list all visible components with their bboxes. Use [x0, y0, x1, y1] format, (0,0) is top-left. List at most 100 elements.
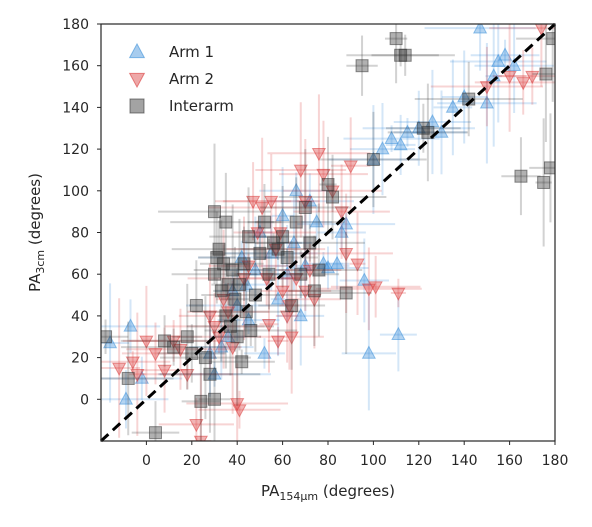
data-point: [262, 267, 276, 281]
data-point: [289, 182, 304, 197]
data-point: [400, 124, 415, 138]
data-point: [316, 168, 331, 183]
data-point: [539, 67, 553, 81]
data-point: [280, 251, 294, 265]
data-point: [350, 258, 365, 272]
data-point: [357, 272, 372, 286]
data-point: [275, 207, 290, 222]
data-point: [537, 175, 551, 189]
data-point: [219, 309, 233, 323]
data-point: [219, 215, 233, 229]
data-point: [268, 243, 283, 258]
data-point: [270, 335, 286, 349]
data-point: [208, 392, 221, 406]
x-tick-label: 180: [542, 453, 569, 469]
y-tick-label: 180: [62, 17, 89, 33]
data-point: [497, 47, 513, 61]
data-point: [389, 32, 403, 46]
data-point: [123, 318, 138, 332]
data-point: [339, 286, 353, 300]
data-point: [237, 257, 251, 271]
data-point: [286, 234, 302, 249]
data-point: [112, 362, 127, 376]
data-point: [294, 267, 308, 281]
y-tick-label: 140: [62, 100, 89, 116]
x-tick-label: 40: [228, 453, 246, 469]
data-point: [368, 281, 383, 295]
data-point: [326, 190, 340, 204]
data-point: [139, 335, 154, 349]
y-tick-label: 80: [71, 226, 89, 242]
data-point: [282, 300, 297, 314]
x-axis-label: PA154μm (degrees): [261, 482, 395, 503]
data-point: [189, 298, 203, 312]
y-tick-label: 160: [62, 59, 89, 75]
data-point: [516, 77, 531, 91]
y-tick-label: 40: [71, 309, 89, 325]
data-point: [445, 99, 460, 113]
data-point: [546, 32, 555, 46]
y-tick-label: 120: [62, 142, 89, 158]
data-point: [255, 202, 270, 216]
x-tick-label: 60: [274, 453, 292, 469]
data-point: [514, 169, 528, 183]
data-point: [275, 285, 290, 299]
data-point: [334, 224, 349, 238]
data-point: [264, 195, 279, 210]
series-arm-1: [101, 24, 554, 429]
data-point: [329, 255, 345, 270]
data-point: [202, 345, 218, 359]
data-point: [167, 340, 181, 354]
x-tick-label: 80: [319, 453, 337, 469]
data-point: [125, 356, 140, 370]
data-point: [234, 249, 249, 263]
series-arm-2: [101, 24, 555, 441]
data-point: [525, 70, 540, 85]
y-tick-label: 60: [71, 267, 89, 283]
data-point: [257, 345, 272, 359]
data-point: [391, 326, 406, 340]
data-point: [208, 205, 221, 219]
data-point: [208, 267, 221, 281]
legend-item-arm-2: Arm 2: [128, 70, 214, 89]
data-point: [298, 195, 313, 210]
data-point: [198, 351, 212, 365]
data-point: [289, 215, 303, 229]
data-point: [393, 136, 408, 151]
reference-line-layer: [99, 22, 557, 443]
x-tick-label: 140: [451, 453, 478, 469]
data-point: [230, 330, 244, 344]
data-point: [257, 215, 271, 229]
data-point: [180, 368, 195, 383]
data-point: [253, 246, 267, 260]
data-point: [189, 419, 204, 433]
legend-marker: [129, 98, 145, 114]
data-point: [534, 24, 548, 37]
data-point: [457, 89, 472, 103]
data-point: [252, 224, 268, 238]
data-point: [180, 330, 194, 344]
legend: Arm 1 Arm 2 Interarm: [128, 42, 234, 115]
legend-marker: [128, 42, 146, 59]
legend-marker: [128, 72, 146, 89]
data-point: [244, 323, 258, 337]
legend-item-arm-1: Arm 1: [128, 42, 214, 61]
data-point: [242, 230, 256, 244]
data-point: [236, 273, 252, 287]
data-point: [293, 164, 308, 178]
y-tick-label: 100: [62, 184, 89, 200]
y-axis-label: PA3cm (degrees): [26, 173, 47, 292]
data-point: [221, 278, 235, 292]
data-point: [339, 248, 354, 262]
x-tick-label: 20: [183, 453, 201, 469]
data-point: [543, 161, 555, 175]
data-point: [173, 343, 188, 358]
data-point: [472, 24, 488, 34]
data-point: [366, 151, 381, 165]
legend-label: Interarm: [169, 97, 234, 115]
data-point: [134, 370, 149, 384]
data-point: [355, 59, 369, 73]
data-point: [312, 263, 326, 277]
data-point: [502, 70, 517, 85]
x-tick-label: 160: [496, 453, 523, 469]
